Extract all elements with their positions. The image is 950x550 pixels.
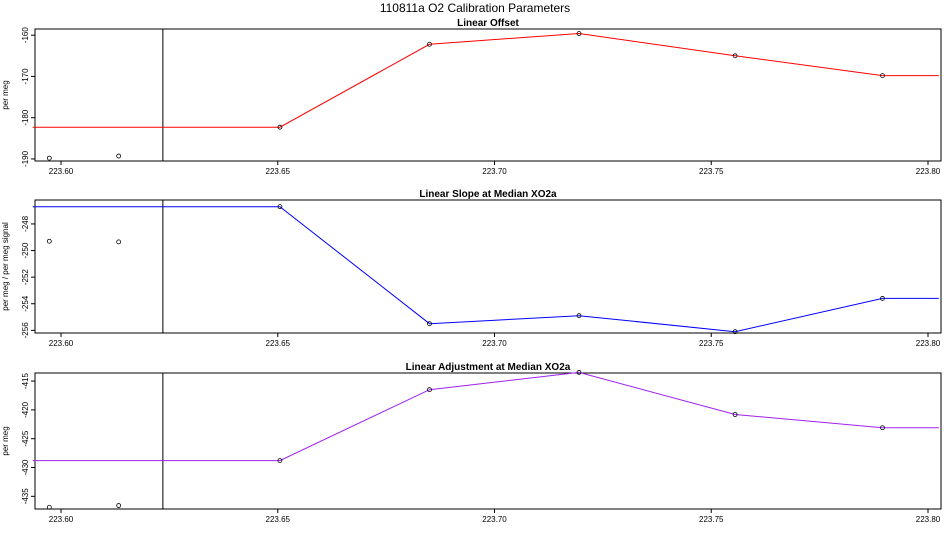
data-point [880, 73, 885, 79]
data-point [732, 412, 738, 417]
data-point [576, 370, 582, 375]
data-point [116, 503, 122, 508]
y-axis-label: per meg [1, 80, 10, 109]
y-tick-label: -254 [21, 295, 30, 312]
x-tick-label: 223.65 [266, 339, 291, 348]
data-point [46, 504, 52, 510]
chart-title: Linear Offset [457, 18, 519, 29]
plot-frame [34, 28, 942, 162]
data-point [576, 313, 582, 319]
y-tick-label: -415 [21, 373, 30, 390]
y-tick-label: -190 [21, 150, 30, 167]
data-point [732, 53, 738, 59]
x-tick-label: 223.70 [482, 167, 507, 176]
series-line [32, 206, 939, 333]
data-point [46, 155, 52, 161]
x-tick-label: 223.60 [49, 515, 74, 524]
data-point [880, 425, 885, 431]
chart-panel-2: Linear Slope at Median XO2a 223.60 223.65 2… [1, 189, 942, 348]
plot-frame [34, 372, 942, 510]
y-tick-label: -256 [21, 322, 30, 339]
chart-panel-1: Linear Offset 223.60 223.65 223.70 223.75 223… [1, 18, 942, 176]
data-point [46, 238, 52, 244]
y-tick-label: -160 [21, 27, 30, 44]
chart-panel-3: Linear Adjustment at Median XO2a 223.60 22… [1, 362, 942, 524]
data-point [277, 124, 283, 130]
data-point [277, 458, 283, 463]
data-point [732, 329, 738, 335]
data-point [576, 31, 582, 36]
y-tick-label: -425 [21, 430, 30, 447]
data-point [880, 296, 885, 301]
x-tick-label: 223.65 [266, 167, 291, 176]
y-tick-label: -180 [21, 109, 30, 126]
x-tick-label: 223.60 [49, 339, 74, 348]
chart-title: Linear Adjustment at Median XO2a [406, 362, 571, 373]
page-title: 110811a O2 Calibration Parameters [379, 1, 571, 15]
y-axis-label: per meg [1, 426, 10, 455]
y-tick-label: -252 [21, 269, 30, 286]
series-line [32, 32, 939, 128]
x-tick-label: 223.70 [482, 515, 507, 524]
x-tick-label: 223.80 [916, 515, 941, 524]
y-tick-label: -435 [21, 488, 30, 505]
x-tick-label: 223.60 [49, 167, 74, 176]
data-point [427, 321, 432, 327]
x-tick-label: 223.70 [482, 339, 507, 348]
y-tick-label: -420 [21, 401, 30, 418]
x-tick-label: 223.75 [699, 167, 724, 176]
data-point [116, 239, 122, 245]
y-tick-label: -430 [21, 459, 30, 476]
data-point [116, 153, 122, 159]
x-tick-label: 223.75 [699, 515, 724, 524]
y-tick-label: -170 [21, 68, 30, 85]
x-tick-label: 223.75 [699, 339, 724, 348]
data-point [427, 387, 432, 393]
y-tick-label: -250 [21, 242, 30, 259]
plot-frame [34, 199, 942, 334]
x-tick-label: 223.80 [916, 339, 941, 348]
chart-title: Linear Slope at Median XO2a [419, 189, 557, 200]
x-tick-label: 223.65 [266, 515, 291, 524]
series-line [32, 371, 939, 462]
y-tick-label: -248 [21, 215, 30, 232]
data-point [277, 204, 283, 210]
y-axis-label: per meg / per meg signal [1, 222, 10, 311]
data-point [427, 41, 432, 47]
x-tick-label: 223.80 [916, 167, 941, 176]
